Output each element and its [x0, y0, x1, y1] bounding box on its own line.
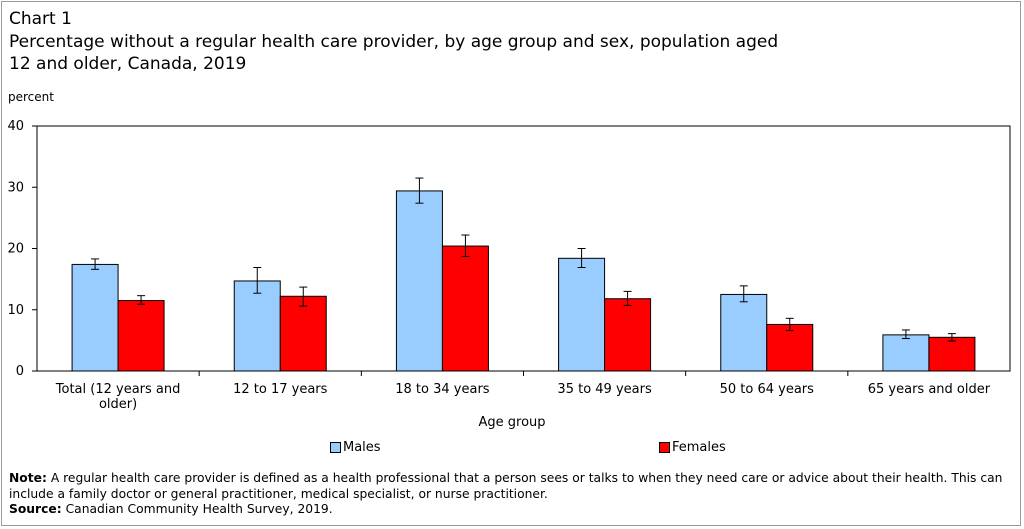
y-tick-label: 0	[16, 364, 24, 379]
bar-females-5	[928, 336, 976, 372]
x-tick-label: 35 to 49 years	[557, 382, 652, 397]
plot-area	[36, 125, 1011, 372]
legend-swatch-males	[330, 442, 341, 453]
bar-males-4	[720, 293, 768, 372]
source-label: Source:	[9, 502, 62, 516]
chart-title: Percentage without a regular health care…	[9, 32, 779, 74]
x-tick-label: Total (12 years and older)	[55, 382, 181, 412]
legend-label-females: Females	[672, 440, 726, 455]
bar-males-0	[71, 263, 119, 372]
chart-label: Chart 1	[9, 9, 72, 29]
note-label: Note:	[9, 471, 47, 485]
legend-label-males: Males	[343, 440, 381, 455]
y-tick-label: 10	[7, 303, 24, 318]
x-tick-label: 12 to 17 years	[233, 382, 328, 397]
x-tick-label: 65 years and older	[868, 382, 991, 397]
note: Note: A regular health care provider is …	[9, 471, 1014, 502]
y-tick-label: 40	[7, 119, 24, 134]
y-tick-label: 20	[7, 242, 24, 257]
source: Source: Canadian Community Health Survey…	[9, 502, 1014, 518]
bar-males-1	[233, 280, 281, 372]
x-tick-label: 50 to 64 years	[720, 382, 815, 397]
bar-females-0	[117, 300, 165, 372]
y-tick-label: 30	[7, 180, 24, 195]
bar-females-3	[604, 298, 652, 372]
x-axis-label: Age group	[478, 415, 546, 430]
bar-males-5	[882, 334, 930, 372]
notes: Note: A regular health care provider is …	[9, 471, 1014, 518]
legend: Males Females	[0, 440, 1024, 458]
source-text: Canadian Community Health Survey, 2019.	[65, 502, 333, 516]
bar-males-2	[395, 190, 443, 372]
bar-females-2	[441, 245, 489, 372]
bar-females-1	[279, 295, 327, 372]
bar-females-4	[766, 323, 814, 372]
bar-males-3	[558, 257, 606, 372]
y-axis-label: percent	[8, 90, 54, 104]
legend-item-females: Females	[659, 440, 726, 455]
x-tick-label: 18 to 34 years	[395, 382, 490, 397]
legend-swatch-females	[659, 442, 670, 453]
note-text: A regular health care provider is define…	[9, 471, 1003, 501]
legend-item-males: Males	[330, 440, 381, 455]
